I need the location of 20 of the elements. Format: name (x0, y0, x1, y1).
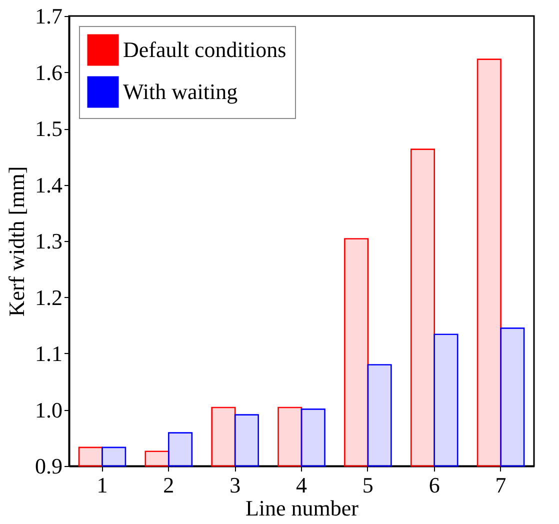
x-tick-label: 7 (495, 472, 506, 498)
legend-label: With waiting (123, 79, 238, 104)
y-tick-label: 1.3 (35, 228, 62, 254)
y-axis-title: Kerf width [mm] (4, 166, 29, 317)
legend-label: Default conditions (123, 37, 286, 62)
x-tick-label: 2 (163, 472, 174, 498)
x-axis-title: Line number (245, 496, 360, 520)
y-tick-label: 0.9 (35, 454, 62, 478)
y-tick-label: 1.0 (35, 397, 62, 422)
y-tick-label: 1.4 (35, 172, 62, 198)
y-tick-label: 1.1 (35, 341, 62, 366)
y-tick-label: 1.7 (35, 4, 62, 28)
x-tick-label: 5 (362, 472, 374, 498)
y-tick-label: 1.5 (35, 116, 62, 141)
y-tick-label: 1.2 (35, 284, 62, 310)
x-tick-label: 3 (230, 472, 241, 498)
y-tick-label: 1.6 (35, 60, 62, 85)
x-tick-label: 1 (96, 472, 108, 498)
x-tick-label: 4 (296, 472, 307, 498)
x-tick-label: 6 (428, 472, 440, 498)
